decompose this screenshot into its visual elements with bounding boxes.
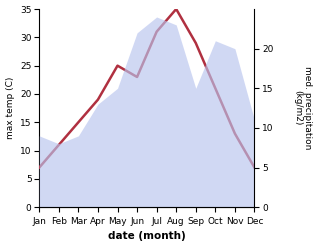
Y-axis label: med. precipitation
(kg/m2): med. precipitation (kg/m2) <box>293 66 313 150</box>
Y-axis label: max temp (C): max temp (C) <box>5 77 15 139</box>
X-axis label: date (month): date (month) <box>108 231 186 242</box>
